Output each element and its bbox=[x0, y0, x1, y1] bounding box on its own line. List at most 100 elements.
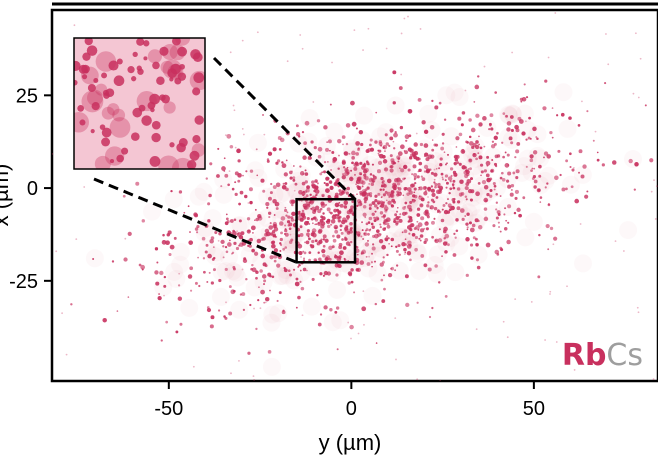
inset-point bbox=[194, 115, 204, 125]
data-point bbox=[428, 187, 431, 190]
data-point bbox=[358, 172, 363, 176]
data-point bbox=[322, 254, 326, 258]
data-point bbox=[306, 229, 310, 233]
data-point bbox=[447, 176, 453, 181]
data-point bbox=[297, 295, 301, 300]
data-point bbox=[392, 200, 397, 204]
data-point bbox=[325, 147, 330, 152]
data-point bbox=[170, 189, 173, 193]
x-tick-label: -50 bbox=[154, 398, 183, 420]
data-point bbox=[209, 162, 213, 166]
data-point bbox=[359, 202, 363, 206]
data-point bbox=[385, 47, 388, 50]
data-point bbox=[376, 217, 380, 221]
data-point bbox=[514, 196, 518, 200]
data-point bbox=[622, 250, 625, 252]
data-point bbox=[317, 221, 322, 226]
data-point bbox=[350, 268, 354, 272]
data-point bbox=[285, 214, 288, 217]
data-point bbox=[465, 237, 470, 242]
data-point bbox=[488, 128, 491, 131]
data-point bbox=[566, 285, 568, 288]
x-tick-label: 50 bbox=[523, 398, 545, 420]
data-point bbox=[455, 136, 460, 141]
data-point bbox=[490, 169, 494, 173]
data-point bbox=[293, 189, 296, 192]
data-point bbox=[578, 171, 580, 174]
data-point bbox=[303, 141, 307, 145]
data-point bbox=[390, 204, 394, 207]
data-point bbox=[594, 130, 597, 133]
data-point bbox=[652, 378, 655, 381]
data-point bbox=[382, 180, 385, 183]
data-point bbox=[634, 162, 639, 167]
data-point bbox=[333, 208, 338, 213]
y-axis-label: x (µm) bbox=[0, 164, 13, 227]
data-point bbox=[381, 195, 384, 198]
data-point bbox=[311, 180, 315, 184]
data-point bbox=[516, 142, 521, 146]
data-point bbox=[415, 132, 418, 135]
data-point bbox=[135, 181, 140, 186]
data-point bbox=[470, 189, 475, 194]
data-point bbox=[254, 219, 256, 222]
data-point bbox=[384, 133, 388, 137]
data-point bbox=[508, 136, 513, 141]
data-point bbox=[403, 253, 406, 256]
haze-blob bbox=[574, 254, 592, 272]
data-point bbox=[189, 266, 194, 271]
data-point bbox=[335, 273, 339, 277]
data-point bbox=[246, 229, 251, 234]
data-point bbox=[445, 186, 448, 189]
data-point bbox=[282, 247, 286, 251]
data-point bbox=[328, 211, 331, 214]
data-point bbox=[471, 223, 476, 228]
data-point bbox=[255, 276, 258, 280]
data-point bbox=[209, 324, 214, 329]
inset-blob bbox=[169, 44, 186, 61]
data-point bbox=[581, 100, 583, 103]
data-point bbox=[453, 172, 458, 177]
data-point bbox=[245, 170, 248, 173]
data-point bbox=[336, 348, 339, 351]
inset-point bbox=[113, 75, 125, 87]
data-point bbox=[364, 242, 370, 247]
data-point bbox=[444, 294, 448, 298]
data-point bbox=[386, 222, 390, 226]
zoom-box bbox=[295, 197, 357, 264]
data-point bbox=[362, 49, 364, 51]
data-point bbox=[492, 181, 496, 186]
data-point bbox=[241, 128, 244, 130]
data-point bbox=[441, 176, 444, 179]
data-point bbox=[485, 160, 491, 166]
data-point bbox=[429, 124, 435, 130]
data-point bbox=[198, 284, 201, 288]
inset-blob bbox=[163, 101, 176, 114]
data-point bbox=[157, 295, 162, 301]
data-point bbox=[336, 208, 340, 212]
data-point bbox=[371, 212, 375, 216]
inset-blob bbox=[80, 66, 99, 85]
data-point bbox=[418, 161, 423, 166]
data-point bbox=[342, 246, 347, 250]
data-point bbox=[269, 232, 274, 236]
data-point bbox=[216, 174, 220, 178]
data-point bbox=[605, 33, 607, 35]
data-point bbox=[284, 224, 287, 227]
data-point bbox=[461, 150, 465, 154]
data-point bbox=[525, 138, 528, 141]
data-point bbox=[351, 121, 357, 127]
data-point bbox=[360, 142, 364, 147]
data-point bbox=[275, 182, 281, 188]
data-point bbox=[339, 224, 343, 228]
data-point bbox=[510, 128, 514, 132]
inset-point bbox=[169, 142, 175, 148]
data-point bbox=[201, 236, 206, 241]
data-point bbox=[302, 250, 305, 253]
inset-point bbox=[99, 124, 106, 130]
data-point bbox=[73, 24, 76, 27]
data-point bbox=[398, 253, 401, 257]
data-point bbox=[341, 175, 346, 180]
data-point bbox=[212, 268, 216, 272]
data-point bbox=[363, 196, 368, 202]
